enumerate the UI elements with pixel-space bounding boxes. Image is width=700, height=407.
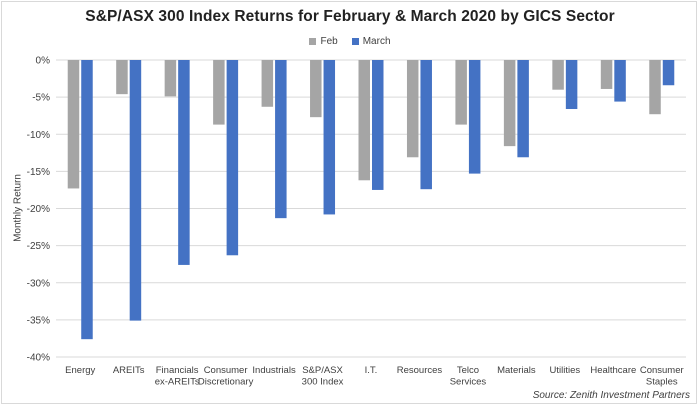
legend-label-feb: Feb xyxy=(320,36,338,47)
x-tick-label: Industrials xyxy=(252,365,296,376)
bar-march xyxy=(178,60,190,265)
x-tick-label-line: AREITs xyxy=(113,365,145,376)
x-tick-label: Consumer Discretionary xyxy=(198,365,254,388)
bar-march xyxy=(517,60,529,158)
bar-march xyxy=(323,60,336,215)
x-tick-label-line: Utilities xyxy=(550,365,581,376)
bar-feb xyxy=(552,60,564,90)
bar-feb xyxy=(116,60,128,95)
bar-feb xyxy=(358,60,370,181)
x-tick-label: S&P/ASX 300 Index xyxy=(302,365,344,388)
bar-march xyxy=(372,60,384,190)
x-tick-label-line: Resources xyxy=(397,365,443,376)
bar-feb xyxy=(310,60,322,118)
y-tick-label: -5% xyxy=(32,93,50,104)
bar-feb xyxy=(164,60,177,97)
bar-feb xyxy=(261,60,274,107)
x-tick-label: Energy xyxy=(65,365,95,376)
bar-march xyxy=(662,60,675,86)
y-tick-label: -15% xyxy=(27,167,50,178)
bar-feb xyxy=(67,60,80,189)
y-tick-label: -25% xyxy=(27,241,50,252)
y-tick-label: 0% xyxy=(36,56,51,67)
legend-item-march: March xyxy=(351,36,391,47)
bar-march xyxy=(614,60,626,102)
x-tick-label-line: ex-AREITs xyxy=(155,377,200,388)
x-tick-label-line: Consumer xyxy=(640,365,684,376)
x-tick-label-line: Consumer xyxy=(204,365,248,376)
bar-march xyxy=(565,60,578,110)
bar-march xyxy=(275,60,287,219)
x-tick-label-line: Industrials xyxy=(252,365,296,376)
x-tick-label: I.T. xyxy=(365,365,378,376)
x-tick-label-line: Materials xyxy=(497,365,536,376)
x-tick-label: Resources xyxy=(397,365,443,376)
x-tick-label-line: Telco xyxy=(457,365,479,376)
bar-feb xyxy=(503,60,516,147)
y-tick-label: -30% xyxy=(27,278,50,289)
bar-march xyxy=(129,60,142,321)
x-tick-label-line: Staples xyxy=(646,377,678,388)
x-tick-label: Healthcare xyxy=(590,365,636,376)
x-tick-label: AREITs xyxy=(113,365,145,376)
bar-feb xyxy=(649,60,661,115)
bar-march xyxy=(420,60,432,190)
y-tick-label: -35% xyxy=(27,315,50,326)
x-tick-label-line: 300 Index xyxy=(302,377,344,388)
y-tick-label: -10% xyxy=(27,130,50,141)
bar-feb xyxy=(406,60,419,158)
chart-title: S&P/ASX 300 Index Returns for February &… xyxy=(85,8,615,25)
x-tick-label: Materials xyxy=(497,365,536,376)
x-tick-label-line: S&P/ASX xyxy=(302,365,343,376)
source-note: Source: Zenith Investment Partners xyxy=(532,390,690,401)
bar-feb xyxy=(455,60,467,125)
bar-march xyxy=(468,60,481,174)
legend-label-march: March xyxy=(362,36,391,47)
bar-march xyxy=(226,60,239,256)
x-tick-label: Telco Services xyxy=(450,365,487,388)
x-tick-label-line: I.T. xyxy=(365,365,378,376)
bar-feb xyxy=(600,60,613,89)
chart-legend: Feb March xyxy=(0,36,700,47)
x-tick-label-line: Financials xyxy=(156,365,199,376)
bar-feb xyxy=(213,60,225,125)
x-tick-label: Consumer Staples xyxy=(640,365,684,388)
x-tick-label: Financials ex-AREITs xyxy=(155,365,200,388)
x-tick-label-line: Healthcare xyxy=(590,365,636,376)
y-tick-label: -40% xyxy=(27,353,50,364)
x-tick-label-line: Services xyxy=(450,377,487,388)
legend-swatch-march xyxy=(351,38,359,45)
x-tick-label-line: Energy xyxy=(65,365,95,376)
legend-swatch-feb xyxy=(309,38,317,45)
legend-item-feb: Feb xyxy=(309,36,338,47)
bar-march xyxy=(81,60,93,340)
x-tick-label: Utilities xyxy=(550,365,581,376)
x-tick-label-line: Discretionary xyxy=(198,377,254,388)
y-tick-label: -20% xyxy=(27,204,50,215)
